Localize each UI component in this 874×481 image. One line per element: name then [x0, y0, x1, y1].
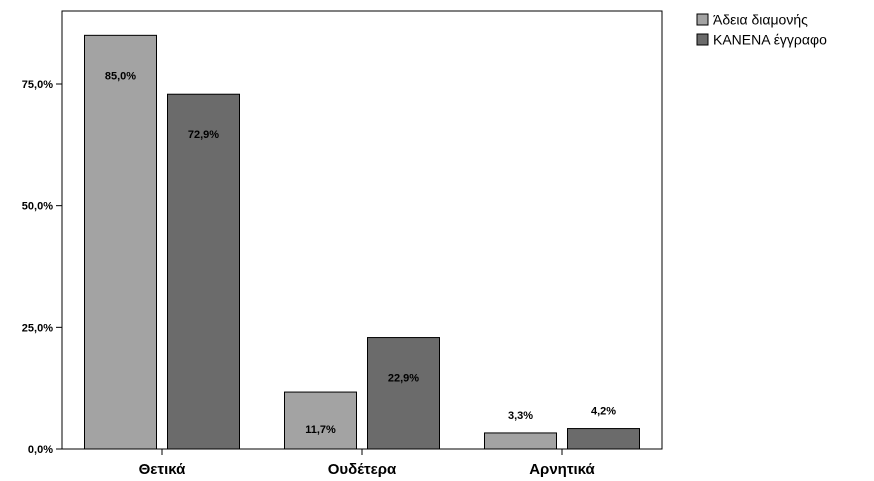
data-label: 22,9% [388, 373, 419, 385]
legend-label: Άδεια διαμονής [713, 12, 808, 28]
data-label: 4,2% [591, 406, 616, 418]
y-tick-label: 75,0% [22, 79, 53, 91]
data-label: 72,9% [188, 129, 219, 141]
data-label: 3,3% [508, 410, 533, 422]
data-label: 11,7% [305, 424, 336, 436]
y-tick-label: 50,0% [22, 201, 53, 213]
bar [167, 93, 240, 450]
y-tick-label: 25,0% [22, 322, 53, 334]
legend-label: ΚΑΝΕΝΑ έγγραφο [713, 32, 827, 48]
bar [567, 428, 640, 450]
x-category-label: Αρνητικά [529, 461, 595, 478]
y-tick-label: 0,0% [28, 444, 53, 456]
bar [84, 34, 157, 450]
legend-swatch [696, 33, 709, 46]
bars: 85,0% 72,9% 11,7% 22,9% 3,3% 4,2% [84, 34, 640, 450]
x-category-label: Ουδέτερα [328, 461, 397, 478]
bar [367, 337, 440, 450]
x-axis: Θετικά Ουδέτερα Αρνητικά [139, 449, 596, 478]
legend: Άδεια διαμονής ΚΑΝΕΝΑ έγγραφο [696, 12, 827, 48]
data-label: 85,0% [105, 70, 136, 82]
x-category-label: Θετικά [139, 461, 187, 478]
legend-swatch [696, 13, 709, 26]
bar [284, 391, 357, 450]
bar [484, 432, 557, 450]
y-axis: 0,0% 25,0% 50,0% 75,0% [22, 79, 62, 456]
